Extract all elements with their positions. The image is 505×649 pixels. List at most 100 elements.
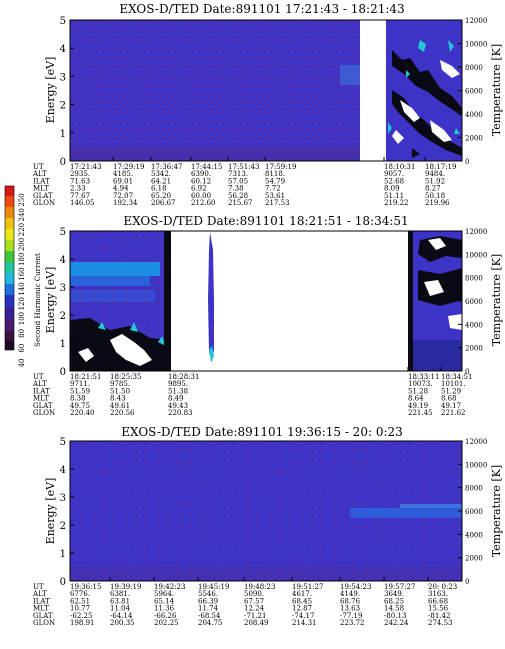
panel-1-eph-cell: 8.27	[425, 185, 441, 193]
panel-1-eph-cell: 206.67	[151, 199, 176, 207]
panel-3-eph-rowlabel: ALT	[32, 590, 47, 598]
panel-3-lowband	[70, 566, 462, 581]
panel-3-eph-cell: -74.17	[292, 612, 314, 620]
panel-1-eph-rowlabel: MLT	[33, 185, 49, 193]
panel-2-y2tick-label: 10000	[465, 251, 487, 259]
panel-2-eph-cell: 221.62	[441, 409, 466, 417]
panel-3-eph-cell: 12.87	[292, 605, 312, 613]
panel-1-eph-cell: 4185.	[113, 170, 133, 178]
panel-1-y2tick-label: 8000	[465, 64, 483, 72]
panel-3-eph-cell: -64.14	[110, 612, 133, 620]
panel-3-eph-cell: 68.76	[340, 597, 361, 605]
panel-3-y2tick-label: 4000	[465, 531, 483, 539]
panel-1-eph-rowlabel: GLAT	[33, 192, 53, 200]
panel-2-right-white	[428, 238, 446, 250]
panel-3-eph-cell: 68.25	[384, 597, 404, 605]
panel-3-eph-cell: 6776.	[70, 590, 90, 598]
panel-3-ytick-label: 2	[60, 521, 66, 532]
panel-3-eph-cell: -77.19	[340, 612, 362, 620]
panel-2-right-dark	[418, 236, 462, 262]
panel-3-eph-cell: 62.51	[70, 597, 90, 605]
panel-1-eph-cell: 146.05	[70, 199, 95, 207]
panel-2-eph-cell: 8.43	[110, 395, 126, 403]
panel-1-eph-cell: 64.21	[151, 177, 171, 185]
panel-1-y2tick-label: 12000	[465, 17, 487, 25]
panel-1-ytick-label: 3	[60, 72, 66, 83]
panel-2-eph-cell: 220.40	[70, 409, 95, 417]
panel-2-left-edge	[164, 231, 171, 371]
colorbar-tick-label: 140	[18, 282, 26, 295]
panel-1-eph-cell: 9057.	[384, 170, 404, 178]
panel-2-eph-cell: 18:33:11	[408, 373, 439, 381]
panel-2-eph-cell: 10101.	[441, 380, 466, 388]
panel-3-eph-cell: -81.42	[428, 612, 450, 620]
panel-1-eph-cell: 192.34	[113, 199, 138, 207]
panel-2-right-axis: 0 2000 4000 6000 8000 10000 12000	[458, 228, 487, 376]
panel-3-eph-cell: -80.13	[384, 612, 406, 620]
panel-1-eph-cell: 17:44:15	[191, 163, 222, 171]
panel-1-eph-cell: 69.01	[113, 177, 133, 185]
panel-2-eph-rowlabel: MLT	[33, 395, 49, 403]
panel-1-eph-cell: 17:51:43	[228, 163, 259, 171]
panel-1-eph-cell: 72.07	[113, 192, 133, 200]
panel-2-eph-cell: 18:25:35	[110, 373, 141, 381]
panel-3-eph-cell: 4149.	[340, 590, 360, 598]
panel-3-eph-cell: 19:48:23	[244, 583, 275, 591]
panel-3-eph-rowlabel: GLAT	[33, 612, 53, 620]
panel-1-eph-cell: 18:17:19	[425, 163, 456, 171]
panel-2-eph-cell: 49.19	[408, 402, 428, 410]
panel-2-y2tick-label: 8000	[465, 275, 483, 283]
panel-2-y2tick-label: 2000	[465, 345, 483, 353]
panel-3-eph-cell: 19:45:19	[198, 583, 229, 591]
panel-1-texture	[70, 20, 360, 161]
panel-2-white-patch	[110, 334, 152, 366]
colorbar-tick-label: 220	[18, 223, 26, 236]
panel-1-eph-cell: 52.68	[384, 177, 404, 185]
panel-3-ytick-label: 0	[60, 577, 66, 588]
panel-1-eph-cell: 8118.	[265, 170, 285, 178]
panel-2-ephemeris-table: UTALTILATMLTGLATGLON18:21:519711.51.598.…	[32, 367, 472, 417]
panel-1-eph-cell: 51.92	[425, 177, 445, 185]
panel-2-ylabel: Energy [eV]	[44, 267, 57, 334]
panel-1-eph-cell: 215.67	[228, 199, 253, 207]
panel-3-eph-cell: -68.54	[198, 612, 221, 620]
colorbar-tick-label: 60	[18, 344, 26, 353]
panel-2-left-axis: 0 1 2 3 4 5	[60, 227, 74, 378]
panel-2-eph-cell: 9895.	[168, 380, 188, 388]
colorbar-tick-label: 100	[18, 312, 26, 325]
panel-3-eph-cell: 208.49	[244, 619, 269, 627]
panel-1-ytick-label: 2	[60, 101, 66, 112]
panel-3-bright-band	[350, 508, 462, 518]
panel-3-eph-cell: 4617.	[292, 590, 312, 598]
panel-3-eph-cell: 19:57:27	[384, 583, 415, 591]
panel-2-eph-cell: 9785.	[110, 380, 130, 388]
panel-2-band-2	[70, 276, 150, 286]
panel-1-eph-cell: 56.28	[228, 192, 248, 200]
panel-1-eph-cell: 77.67	[70, 192, 90, 200]
panel-1-eph-cell: 5342.	[151, 170, 171, 178]
colorbar-tick-label: 160	[18, 267, 26, 280]
panel-3-eph-cell: 19:36:15	[70, 583, 101, 591]
panel-1-ytick-label: 0	[60, 157, 66, 168]
panel-1-eph-cell: 8.09	[384, 185, 400, 193]
panel-1-eph-rowlabel: UT	[33, 163, 44, 171]
panel-1-ytick-label: 5	[60, 16, 66, 27]
panel-3-eph-cell: 11.36	[154, 605, 175, 613]
panel-1-y2label: Temperature [K]	[490, 44, 503, 136]
panel-1-title: EXOS-D/TED Date:891101 17:21:43 - 18:21:…	[119, 2, 404, 16]
colorbar-tick-label: 200	[18, 238, 26, 251]
panel-2-y2tick-label: 12000	[465, 228, 487, 236]
colorbar-tick-label: 180	[18, 253, 26, 266]
panel-3-y2tick-label: 2000	[465, 555, 483, 563]
panel-3-eph-cell: 11.74	[198, 605, 219, 613]
panel-3-eph-cell: 198.91	[70, 619, 95, 627]
panel-1-eph-cell: 71.63	[70, 177, 90, 185]
panel-1-heatmap	[69, 19, 463, 162]
panel-1-y2tick-label: 4000	[465, 111, 483, 119]
panel-3-y2tick-label: 12000	[465, 438, 487, 446]
panel-3-ytick-label: 4	[60, 465, 66, 476]
panel-3-eph-cell: 66.68	[428, 597, 448, 605]
panel-2-eph-cell: 8.38	[70, 395, 86, 403]
